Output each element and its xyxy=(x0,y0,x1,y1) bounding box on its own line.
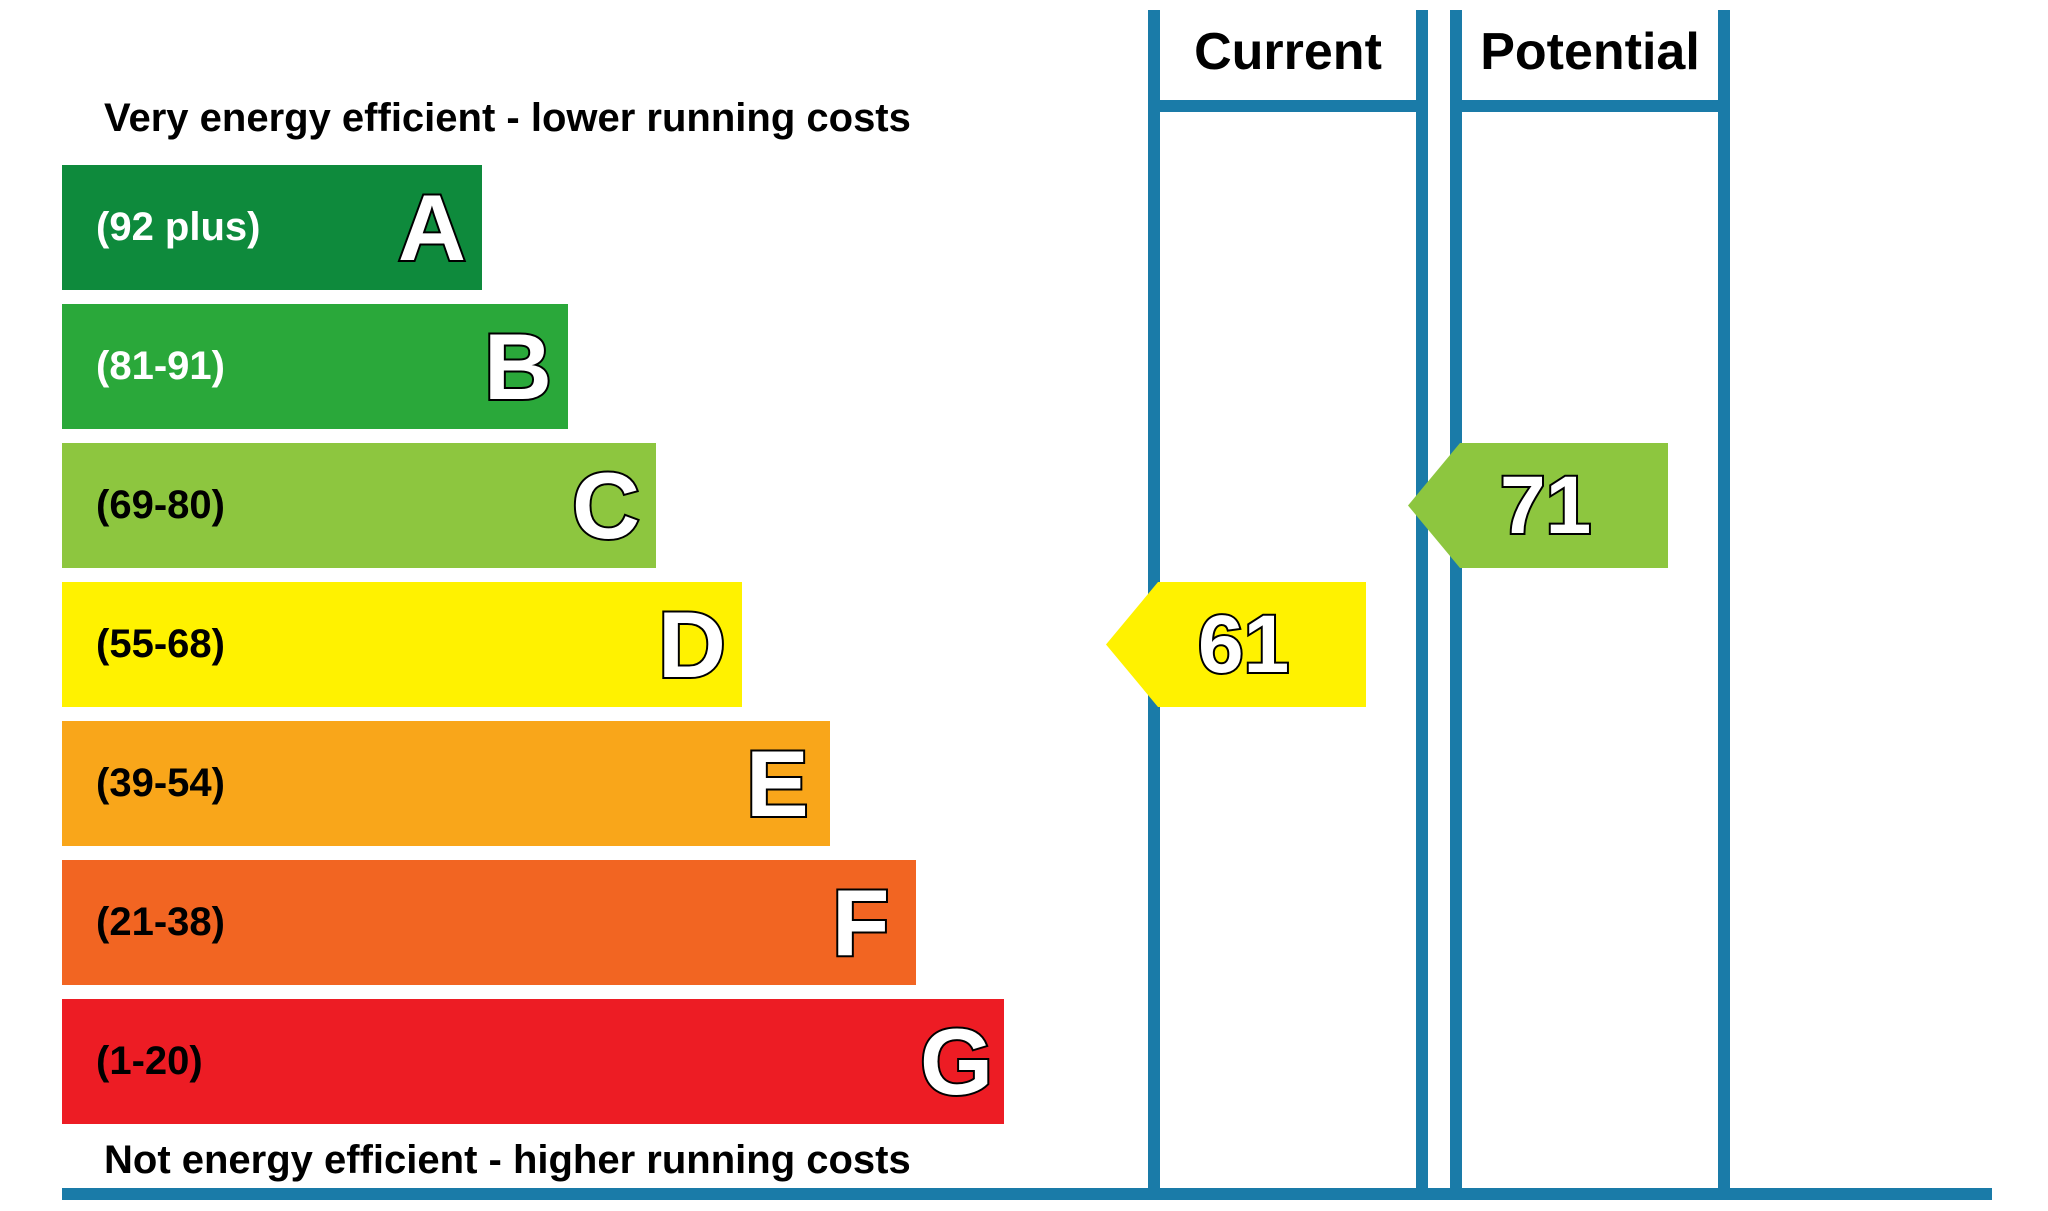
bottom-efficiency-label: Not energy efficient - higher running co… xyxy=(104,1138,911,1183)
potential-rating-value: 71 xyxy=(1500,459,1591,553)
band-c-grade: C xyxy=(572,452,640,560)
band-b-grade: B xyxy=(484,313,552,421)
current-column-header: Current xyxy=(1160,10,1416,112)
rating-bands: (92 plus) A (81-91) B (69-80) C (55-68) … xyxy=(62,165,1004,1138)
baseline-rule xyxy=(62,1188,1992,1200)
band-e-grade: E xyxy=(746,730,809,838)
band-a-grade: A xyxy=(398,174,466,282)
potential-column: Potential xyxy=(1450,10,1730,1188)
band-c: (69-80) C xyxy=(62,443,656,568)
band-d-grade: D xyxy=(658,591,726,699)
band-b-range: (81-91) xyxy=(96,344,225,389)
band-g: (1-20) G xyxy=(62,999,1004,1124)
band-a-range: (92 plus) xyxy=(96,205,260,250)
band-e-range: (39-54) xyxy=(96,761,225,806)
band-a: (92 plus) A xyxy=(62,165,482,290)
band-b: (81-91) B xyxy=(62,304,568,429)
band-g-grade: G xyxy=(920,1008,993,1116)
band-f: (21-38) F xyxy=(62,860,916,985)
potential-column-header: Potential xyxy=(1462,10,1718,112)
band-d-range: (55-68) xyxy=(96,622,225,667)
band-g-range: (1-20) xyxy=(96,1039,203,1084)
band-c-range: (69-80) xyxy=(96,483,225,528)
potential-rating-pointer: 71 xyxy=(1408,443,1668,568)
top-efficiency-label: Very energy efficient - lower running co… xyxy=(104,96,911,141)
current-rating-value: 61 xyxy=(1198,598,1289,692)
band-e: (39-54) E xyxy=(62,721,830,846)
epc-chart: Very energy efficient - lower running co… xyxy=(0,0,2048,1211)
band-f-grade: F xyxy=(832,869,889,977)
band-d: (55-68) D xyxy=(62,582,742,707)
band-f-range: (21-38) xyxy=(96,900,225,945)
current-rating-pointer: 61 xyxy=(1106,582,1366,707)
